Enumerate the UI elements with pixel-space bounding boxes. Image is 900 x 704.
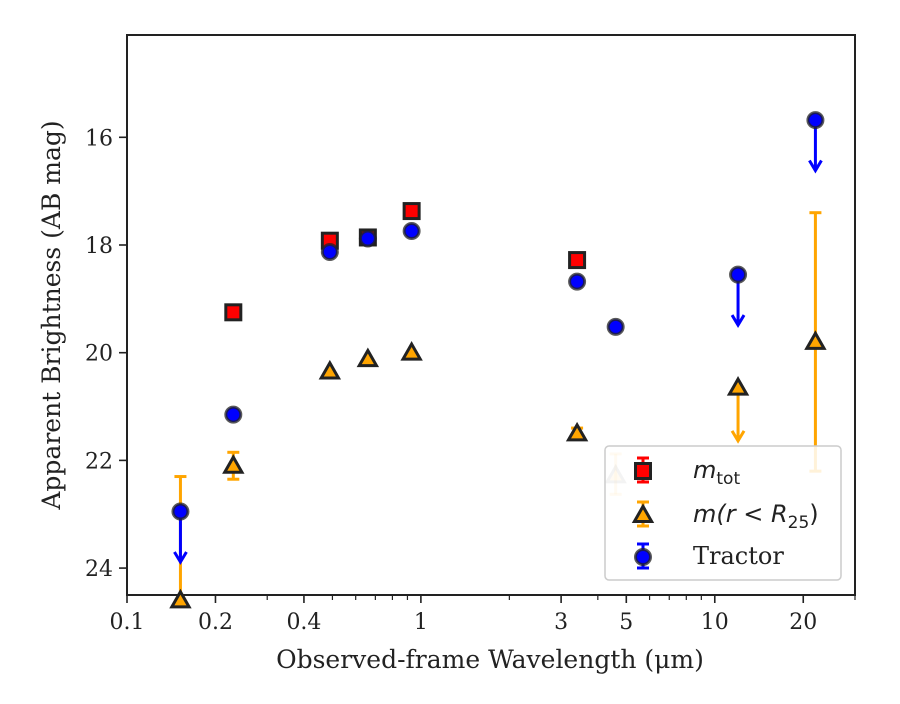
x-tick-label: 5	[619, 610, 633, 635]
axes-layer: 0.1 0.2 0.4 1 3 5 10 20 16 18 20 22 24	[85, 34, 856, 635]
y-tick-label: 22	[85, 449, 113, 474]
y-tick-label: 16	[85, 126, 113, 151]
tractor-point	[171, 502, 190, 521]
mtot-point	[224, 303, 243, 322]
tractor-point	[806, 111, 825, 130]
plot-frame	[126, 34, 856, 596]
upper-limit-arrowhead	[173, 551, 188, 565]
mtot-point	[402, 202, 421, 221]
x-tick-label: 3	[554, 610, 568, 635]
mr25-point	[804, 330, 827, 350]
mr25-point	[169, 588, 192, 609]
legend-label-tractor: Tractor	[693, 542, 784, 570]
tractor-point	[402, 222, 421, 240]
mr25-point	[318, 359, 342, 380]
legend-entry-tractor: Tractor	[634, 542, 784, 570]
x-tick-label: 0.2	[198, 610, 233, 635]
tractor-point	[320, 243, 339, 261]
y-tick-label: 24	[85, 557, 113, 582]
y-axis-label: Apparent Brightness (AB mag)	[37, 120, 66, 510]
series-mtot	[224, 202, 587, 322]
x-tick-label: 20	[789, 610, 817, 635]
legend-marker-mr25	[631, 503, 655, 523]
x-axis-label: Observed-frame Wavelength (μm)	[276, 645, 704, 674]
upper-limit-arrowhead	[808, 159, 823, 174]
mr25-point	[565, 421, 589, 442]
x-tick-label: 0.4	[286, 610, 321, 635]
legend-entry-mr25: m(r < R25)	[631, 500, 819, 533]
mr25-point	[356, 347, 380, 368]
legend-entry-mtot: mtot	[634, 456, 740, 489]
tractor-point	[224, 405, 243, 424]
x-tick-label: 10	[701, 610, 729, 635]
tractor-point	[729, 265, 748, 284]
upper-limit-arrowhead	[730, 430, 746, 444]
upper-limit-arrowhead	[730, 314, 746, 328]
legend-marker-mtot	[634, 462, 652, 480]
y-tick-label: 18	[85, 234, 113, 259]
tractor-point	[606, 317, 625, 336]
mr25-point	[222, 454, 245, 474]
legend-label-mtot: mtot	[693, 456, 740, 489]
y-tick-label: 20	[85, 342, 113, 367]
mtot-point	[568, 251, 587, 270]
legend-label-mr25: m(r < R25)	[693, 500, 819, 533]
mr25-point	[726, 376, 750, 396]
tractor-point	[358, 229, 377, 248]
legend-marker-tractor	[634, 548, 652, 566]
mr25-point	[400, 341, 423, 361]
x-tick-label: 0.1	[110, 610, 145, 635]
tractor-point	[568, 272, 587, 291]
x-tick-label: 1	[414, 610, 428, 635]
legend-box	[604, 445, 842, 581]
series-tractor	[171, 111, 825, 565]
legend: mtot m(r < R25) Tractor	[604, 445, 842, 581]
